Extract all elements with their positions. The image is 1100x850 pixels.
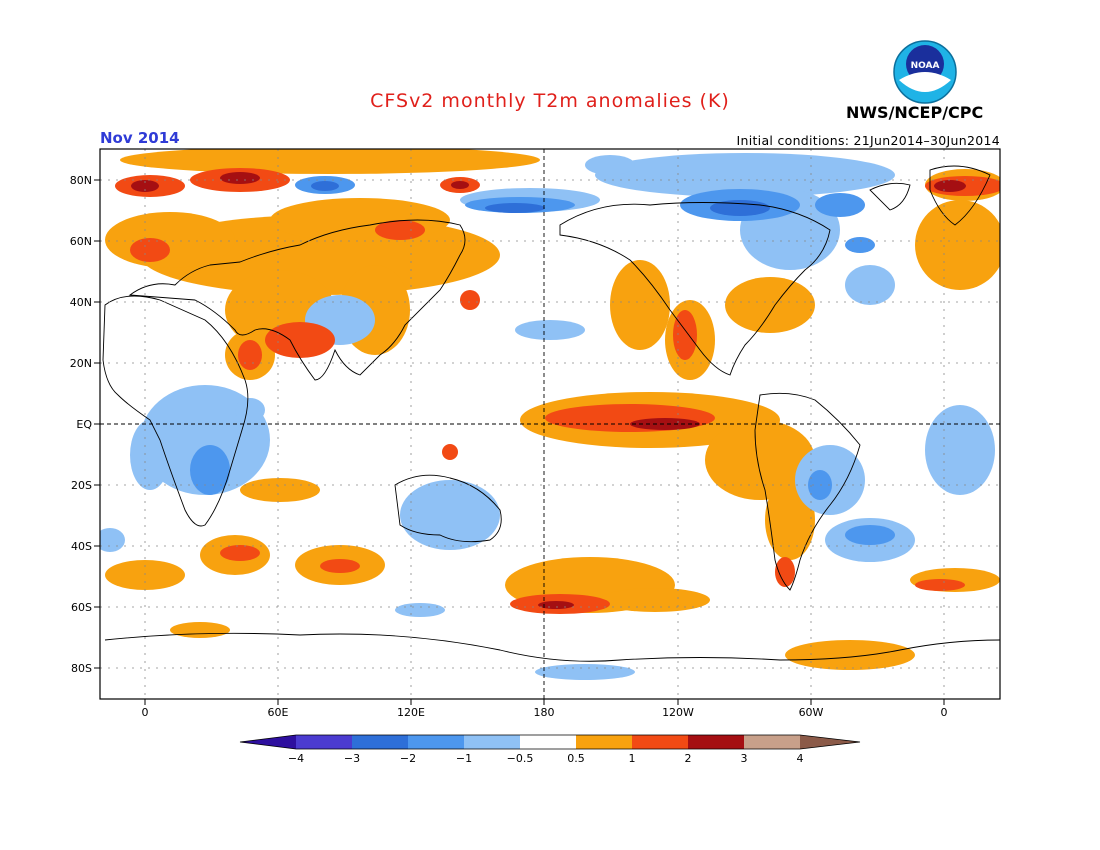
lon-label-120e: 120E	[397, 706, 425, 719]
anomaly-fields	[100, 149, 1000, 680]
colorbar-swatch-2	[352, 735, 408, 749]
lon-label-0-east: 0	[940, 706, 948, 719]
lat-label-60n: 60N	[69, 235, 92, 248]
lon-label-120w: 120W	[662, 706, 694, 719]
axis-ticks	[94, 179, 945, 705]
colorbar-label-minus05: −0.5	[506, 752, 534, 765]
noaa-logo: NOAA	[893, 40, 957, 104]
colorbar-label-minus3: −3	[343, 752, 361, 765]
colorbar-label-minus1: −1	[455, 752, 473, 765]
lat-label-80s: 80S	[71, 662, 92, 675]
lat-label-20n: 20N	[69, 357, 92, 370]
colorbar-swatch-6	[576, 735, 632, 749]
colorbar-swatch-4	[464, 735, 520, 749]
forecast-month: Nov 2014	[100, 129, 180, 147]
lat-label-60s: 60S	[71, 601, 92, 614]
lon-label-180: 180	[533, 706, 555, 719]
colorbar-swatch-8	[688, 735, 744, 749]
colorbar-label-minus2: −2	[399, 752, 417, 765]
anomaly-band-cool-strong	[311, 181, 770, 216]
colorbar-swatch-10	[800, 735, 860, 749]
colorbar-swatch-5	[520, 735, 576, 749]
colorbar-swatch-1	[296, 735, 352, 749]
colorbar-label-05: 0.5	[567, 752, 585, 765]
colorbar-swatch-3	[408, 735, 464, 749]
grid-lines	[100, 149, 1000, 699]
noaa-logo-text: NOAA	[911, 61, 940, 71]
lat-label-20s: 20S	[71, 479, 92, 492]
colorbar-swatch-9	[744, 735, 800, 749]
colorbar-label-minus4: −4	[287, 752, 305, 765]
agency-label: NWS/NCEP/CPC	[846, 103, 984, 122]
lat-label-80n: 80N	[69, 174, 92, 187]
colorbar	[239, 734, 861, 750]
colorbar-label-1: 1	[628, 752, 636, 765]
colorbar-label-2: 2	[684, 752, 692, 765]
lon-label-60w: 60W	[798, 706, 824, 719]
colorbar-label-3: 3	[740, 752, 748, 765]
initial-conditions: Initial conditions: 21Jun2014–30Jun2014	[736, 133, 1000, 148]
coastlines	[102, 165, 1000, 662]
colorbar-swatch-0	[240, 735, 296, 749]
colorbar-label-4: 4	[796, 752, 804, 765]
lon-label-0-west: 0	[141, 706, 149, 719]
map-title: CFSv2 monthly T2m anomalies (K)	[370, 90, 730, 112]
lat-label-eq: EQ	[76, 418, 92, 431]
colorbar-swatch-7	[632, 735, 688, 749]
lon-label-60e: 60E	[267, 706, 289, 719]
anomaly-band-warm-strong	[131, 172, 966, 609]
lat-label-40n: 40N	[69, 296, 92, 309]
lat-label-40s: 40S	[71, 540, 92, 553]
